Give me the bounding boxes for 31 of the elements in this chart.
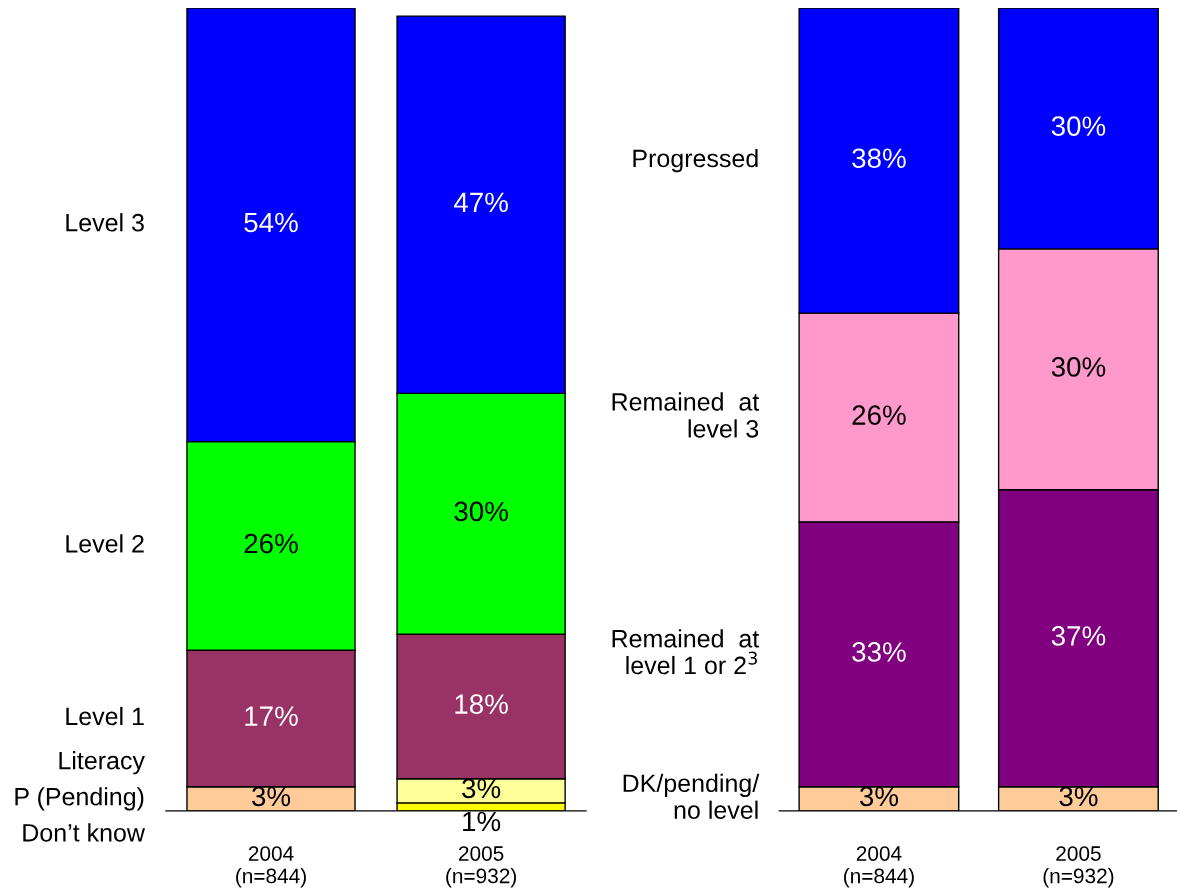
data-label: 38% [852,148,906,169]
data-label: 18% [455,694,508,714]
series-label: Level 3 [66,213,144,232]
data-label: 17% [245,706,298,726]
series-label: Remained at level 3 [612,392,760,438]
data-label: 37% [1051,626,1106,646]
text: Literacy [59,751,145,775]
data-label: 54% [244,212,298,233]
x-tick-label: 2004 (n=844) [236,846,306,888]
series-label: Level 2 [66,534,144,553]
data-label: 26% [852,405,906,425]
series-label: Remained at level 1 or 2$^{3}$ [612,629,760,675]
text: Don’t know [23,823,146,842]
data-label: 30% [1051,357,1106,377]
series-label: P (Pending) [15,787,144,811]
data-label: 26% [244,533,298,554]
data-label: 3% [1059,786,1098,807]
data-label: 3% [462,778,501,799]
data-label: 3% [251,786,291,807]
series-label: DK/pending/ no level [623,773,760,819]
x-tick-label: 2005 (n=932) [446,846,516,888]
series-label: Progressed [633,148,758,173]
series-label: Level 1 [66,706,144,726]
data-label: 33% [852,642,906,662]
data-label: 30% [1051,116,1106,136]
data-label: 3% [859,786,899,807]
data-label: 1% [463,811,501,832]
x-tick-label: 2005 (n=932) [1043,846,1114,888]
data-label: 47% [453,192,508,213]
x-tick-label: 2004 (n=844) [844,846,914,888]
data-label: 30% [454,501,508,522]
